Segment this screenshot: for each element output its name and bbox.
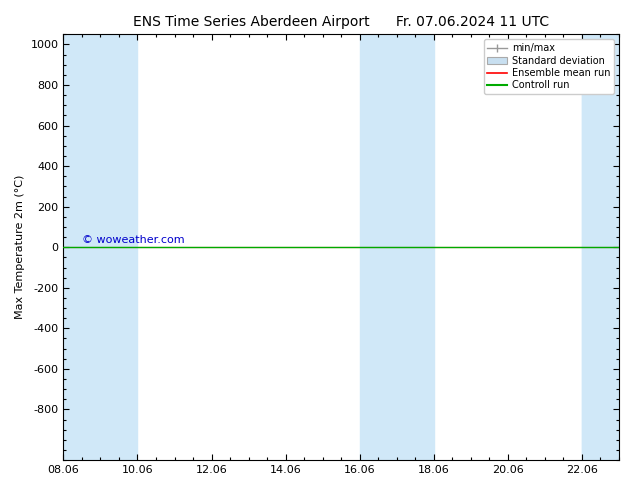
- Bar: [63, 34, 138, 460]
- Bar: [582, 34, 619, 460]
- Bar: [359, 34, 434, 460]
- Legend: min/max, Standard deviation, Ensemble mean run, Controll run: min/max, Standard deviation, Ensemble me…: [484, 39, 614, 94]
- Y-axis label: Max Temperature 2m (°C): Max Temperature 2m (°C): [15, 175, 25, 319]
- Text: © woweather.com: © woweather.com: [82, 235, 184, 245]
- Title: ENS Time Series Aberdeen Airport      Fr. 07.06.2024 11 UTC: ENS Time Series Aberdeen Airport Fr. 07.…: [133, 15, 549, 29]
- Bar: [582, 34, 634, 460]
